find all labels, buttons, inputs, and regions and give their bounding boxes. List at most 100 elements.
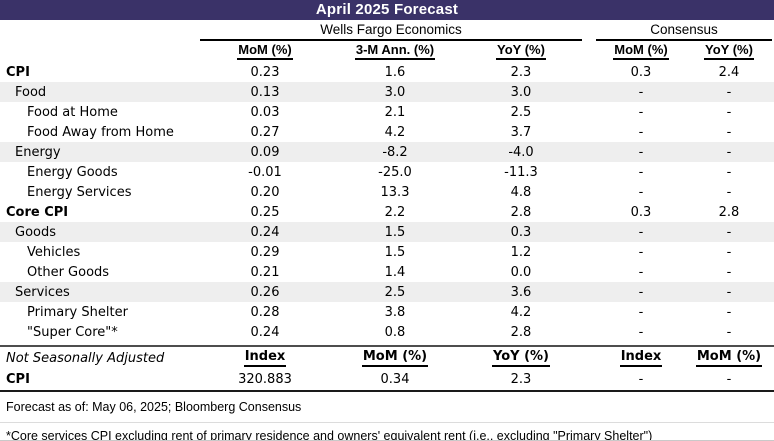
table-row: Services 0.26 2.5 3.6 - - [0, 282, 774, 302]
cell-value: - [638, 144, 644, 160]
cell-value: 0.03 [250, 104, 280, 120]
cell-value: 3.0 [384, 84, 406, 100]
nsa-header-index-wf: Index [200, 349, 330, 367]
row-label: Vehicles [27, 244, 81, 260]
cell-value: 1.5 [384, 224, 406, 240]
cell-value: 0.29 [250, 244, 280, 260]
column-gap [582, 242, 596, 262]
table-row: Energy Goods -0.01 -25.0 -11.3 - - [0, 162, 774, 182]
cell-value: 3.6 [510, 284, 532, 300]
cell-value: -0.01 [248, 164, 282, 180]
nsa-header-yoy-wf-label: YoY (%) [492, 349, 550, 367]
group-header-gap [582, 20, 596, 41]
row-label: Food [15, 84, 47, 100]
table-row: Other Goods 0.21 1.4 0.0 - - [0, 262, 774, 282]
cell-value: 0.24 [250, 324, 280, 340]
nsa-header-index-cons-label: Index [619, 349, 663, 367]
nsa-header-mom-cons: MoM (%) [686, 349, 772, 367]
cell-value: 4.2 [384, 124, 406, 140]
table-row: Energy 0.09 -8.2 -4.0 - - [0, 142, 774, 162]
cell-value: 0.27 [250, 124, 280, 140]
forecast-note: Forecast as of: May 06, 2025; Bloomberg … [6, 400, 302, 414]
nsa-section-label: Not Seasonally Adjusted [6, 350, 165, 366]
header-cons-mom-label: MoM (%) [613, 42, 669, 60]
cell-value: - [638, 104, 644, 120]
column-gap [582, 202, 596, 222]
row-label: Food Away from Home [27, 124, 174, 140]
cell-value: 13.3 [380, 184, 410, 200]
header-wf-yoy-label: YoY (%) [496, 42, 546, 60]
nsa-cell-value: 2.3 [510, 372, 532, 387]
table-row: Core CPI 0.25 2.2 2.8 0.3 2.8 [0, 202, 774, 222]
header-wf-yoy: YoY (%) [460, 42, 582, 60]
cell-value: 0.13 [250, 84, 280, 100]
cell-value: -11.3 [504, 164, 538, 180]
table-row: Vehicles 0.29 1.5 1.2 - - [0, 242, 774, 262]
footer-divider [0, 422, 774, 423]
row-label: Services [15, 284, 70, 300]
cell-value: - [638, 284, 644, 300]
header-cons-yoy: YoY (%) [686, 42, 772, 60]
row-label: Energy Goods [27, 164, 118, 180]
header-cons-mom: MoM (%) [596, 42, 686, 60]
cell-value: - [726, 284, 732, 300]
nsa-body: CPI 320.883 0.34 2.3 - - [0, 369, 774, 390]
nsa-header-mom-cons-label: MoM (%) [695, 349, 763, 367]
column-gap [582, 102, 596, 122]
cell-value: 0.8 [384, 324, 406, 340]
header-cons-yoy-label: YoY (%) [704, 42, 754, 60]
cell-value: -4.0 [508, 144, 534, 160]
column-gap [582, 62, 596, 82]
cell-value: - [726, 164, 732, 180]
cell-value: 2.8 [718, 204, 740, 220]
table-row: "Super Core"* 0.24 0.8 2.8 - - [0, 322, 774, 342]
table-row: Food 0.13 3.0 3.0 - - [0, 82, 774, 102]
column-gap [582, 282, 596, 302]
cell-value: 3.0 [510, 84, 532, 100]
row-label: Food at Home [27, 104, 118, 120]
cell-value: - [726, 124, 732, 140]
nsa-cell-value: - [726, 372, 732, 387]
cell-value: - [726, 264, 732, 280]
cell-value: - [638, 184, 644, 200]
column-gap [582, 222, 596, 242]
cell-value: 0.3 [510, 224, 532, 240]
cell-value: 2.8 [510, 204, 532, 220]
header-wf-mom: MoM (%) [200, 42, 330, 60]
cell-value: - [726, 304, 732, 320]
nsa-row-label: CPI [6, 372, 30, 387]
nsa-header-mom-wf: MoM (%) [330, 349, 460, 367]
cell-value: 0.09 [250, 144, 280, 160]
row-label: Primary Shelter [27, 304, 128, 320]
cell-value: 3.8 [384, 304, 406, 320]
cell-value: - [638, 264, 644, 280]
table-row: Food Away from Home 0.27 4.2 3.7 - - [0, 122, 774, 142]
cell-value: - [638, 124, 644, 140]
header-wf-3m-ann: 3-M Ann. (%) [330, 42, 460, 60]
nsa-header-mom-wf-label: MoM (%) [361, 349, 429, 367]
cell-value: 0.28 [250, 304, 280, 320]
row-label: Goods [15, 224, 57, 240]
cell-value: 2.8 [510, 324, 532, 340]
cell-value: -8.2 [382, 144, 408, 160]
column-gap [582, 122, 596, 142]
cell-value: 1.4 [384, 264, 406, 280]
cell-value: - [726, 244, 732, 260]
cell-value: 2.2 [384, 204, 406, 220]
table-row: CPI 0.23 1.6 2.3 0.3 2.4 [0, 62, 774, 82]
row-label: Core CPI [6, 204, 69, 220]
nsa-cell-value: 320.883 [238, 372, 292, 387]
cell-value: 2.1 [384, 104, 406, 120]
cell-value: - [726, 224, 732, 240]
cell-value: - [638, 84, 644, 100]
cell-value: 2.3 [510, 64, 532, 80]
column-header-row: MoM (%) 3-M Ann. (%) YoY (%) MoM (%) YoY… [0, 40, 774, 62]
row-label: Energy [15, 144, 61, 160]
table-row: Food at Home 0.03 2.1 2.5 - - [0, 102, 774, 122]
row-label: Energy Services [27, 184, 132, 200]
column-gap [582, 182, 596, 202]
cell-value: - [638, 304, 644, 320]
column-gap [582, 162, 596, 182]
header-wf-mom-label: MoM (%) [237, 42, 293, 60]
